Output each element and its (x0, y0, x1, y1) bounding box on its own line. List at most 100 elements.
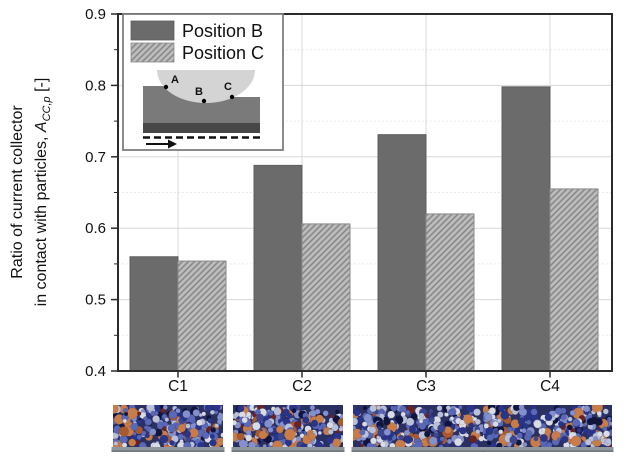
y-axis-label-line1: Ratio of current collector (9, 105, 26, 279)
particle (238, 439, 248, 449)
bar-position-b-C4 (501, 86, 551, 372)
particle (521, 428, 527, 434)
particle (241, 417, 248, 424)
particle (517, 417, 526, 426)
particle (246, 411, 252, 417)
point-c-dot (229, 94, 235, 100)
particle (424, 430, 431, 438)
y-axis-label-line2: in contact with particles, ACC,p [-] (33, 78, 53, 307)
particle (204, 405, 213, 412)
particle (446, 438, 453, 444)
particle (518, 405, 525, 411)
y-axis-label: Ratio of current collector in contact wi… (9, 78, 53, 307)
particle (428, 436, 438, 446)
strip-collector-shadow (481, 450, 614, 452)
particle (267, 427, 274, 433)
particle-field (353, 405, 483, 449)
particle (447, 409, 455, 416)
particle (569, 409, 576, 416)
particle (605, 438, 612, 444)
particle (395, 429, 401, 435)
strip-collector-shadow (231, 450, 345, 452)
particle (419, 419, 424, 424)
particle (554, 407, 563, 415)
particle (584, 438, 592, 446)
particle (220, 432, 223, 438)
particle (143, 416, 148, 421)
particle (118, 426, 129, 437)
y-tick-label: 0.4 (85, 363, 106, 380)
bar-position-c-C4 (549, 188, 599, 372)
particle (566, 424, 573, 431)
particle (182, 410, 191, 419)
x-tick-label-C4: C4 (540, 378, 560, 395)
particle (561, 435, 569, 444)
particle (462, 414, 473, 424)
particle (201, 411, 207, 417)
particle (353, 417, 359, 426)
particle (169, 440, 175, 446)
legend-swatch-position-b (130, 20, 175, 41)
bar-position-b-C1 (129, 256, 179, 372)
particle (526, 419, 532, 425)
particle (276, 425, 284, 434)
particle (437, 411, 444, 418)
y-tick-label: 0.7 (85, 149, 106, 166)
bar-position-b-C2 (253, 164, 303, 372)
particle (207, 417, 213, 424)
particle (264, 419, 273, 428)
particle (390, 405, 395, 411)
point-c-label: C (224, 81, 232, 93)
particle (591, 405, 604, 414)
particle (576, 427, 583, 434)
particle (492, 421, 499, 428)
strip-collector-bar (231, 447, 345, 451)
particle (245, 434, 253, 442)
particle (596, 431, 603, 438)
particle (149, 428, 157, 436)
particle (113, 405, 119, 414)
y-tick-label: 0.6 (85, 220, 106, 237)
particle (233, 411, 240, 418)
particle (570, 435, 582, 447)
particle (557, 421, 564, 427)
particle (162, 405, 168, 410)
particle (444, 426, 452, 434)
particle (602, 408, 609, 415)
y-tick-label: 0.8 (85, 77, 106, 94)
particle (128, 438, 137, 447)
axis-tick-labels: 0.4 0.5 0.6 0.7 0.8 0.9 C1 C2 C3 C4 (85, 6, 560, 395)
particle (327, 429, 334, 435)
particle (236, 432, 245, 441)
particle (122, 418, 127, 424)
particle (540, 427, 546, 433)
particle (337, 417, 343, 427)
particle (296, 436, 302, 442)
particle (359, 443, 364, 448)
strip-collector-shadow (351, 450, 485, 452)
particle (146, 405, 155, 412)
axis-ticks (111, 13, 551, 378)
particle (400, 411, 406, 417)
particle (326, 436, 334, 445)
particle (361, 421, 368, 427)
particle (405, 409, 411, 415)
direction-arrow-icon (146, 139, 177, 149)
particle (556, 437, 561, 442)
particle (376, 405, 382, 411)
particle (445, 405, 451, 411)
particle (309, 409, 317, 417)
particle (140, 430, 147, 437)
particle (474, 418, 481, 425)
y-tick-label: 0.5 (85, 292, 106, 309)
particle (509, 435, 518, 445)
particle (522, 442, 528, 448)
particle (493, 429, 499, 435)
particle (155, 429, 163, 437)
particle (130, 422, 139, 431)
particle (192, 409, 200, 417)
strip-collector-bar (351, 447, 485, 451)
particle (338, 426, 343, 432)
